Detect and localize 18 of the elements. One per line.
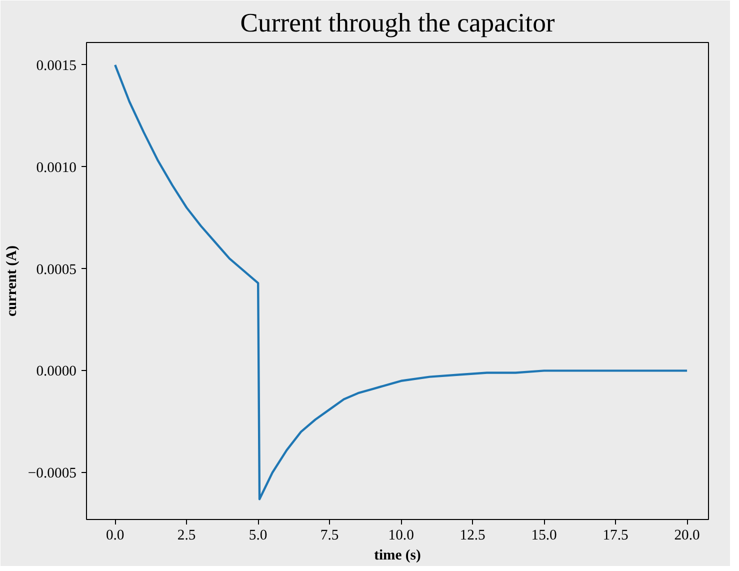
x-tick-label: 10.0 bbox=[388, 528, 414, 544]
y-tick-label: 0.0000 bbox=[36, 364, 77, 380]
x-tick-label: 17.5 bbox=[602, 528, 628, 544]
x-tick-label: 12.5 bbox=[460, 528, 486, 544]
y-axis-title: current (A) bbox=[4, 245, 20, 316]
x-tick-label: 2.5 bbox=[177, 528, 196, 544]
x-tick-label: 20.0 bbox=[674, 528, 700, 544]
line-series bbox=[114, 64, 688, 500]
y-tick-label: 0.0010 bbox=[36, 160, 77, 176]
y-tick-label: −0.0005 bbox=[28, 466, 77, 482]
chart-title: Current through the capacitor bbox=[240, 8, 555, 38]
x-tick-label: 15.0 bbox=[531, 528, 557, 544]
x-axis-title: time (s) bbox=[374, 548, 422, 564]
y-tick-label: 0.0005 bbox=[36, 262, 77, 278]
x-tick-label: 7.5 bbox=[320, 528, 339, 544]
x-tick-label: 0.0 bbox=[106, 528, 124, 544]
x-tick-label: 5.0 bbox=[248, 528, 268, 544]
y-tick-label: 0.0015 bbox=[36, 58, 77, 74]
